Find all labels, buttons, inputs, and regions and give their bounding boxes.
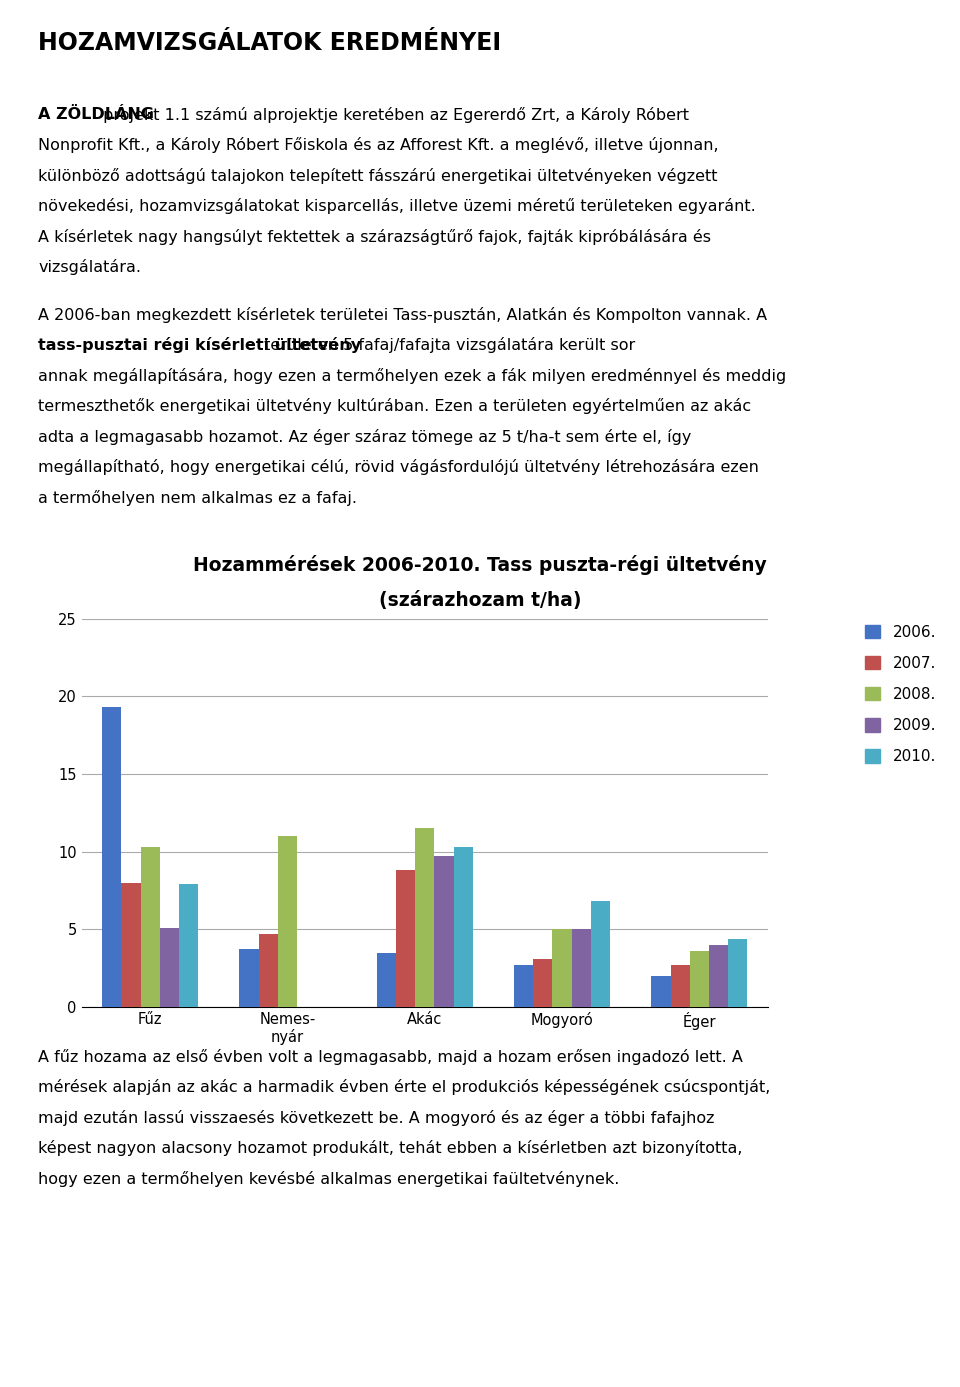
- Bar: [552, 929, 572, 1007]
- Bar: [572, 929, 591, 1007]
- Bar: [709, 945, 729, 1007]
- Text: A 2006-ban megkezdett kísérletek területei Tass-pusztán, Alatkán és Kompolton va: A 2006-ban megkezdett kísérletek terület…: [38, 307, 768, 323]
- Text: tass-pusztai régi kísérleti ültetvény: tass-pusztai régi kísérleti ültetvény: [38, 337, 362, 354]
- Text: a termőhelyen nem alkalmas ez a fafaj.: a termőhelyen nem alkalmas ez a fafaj.: [38, 490, 357, 506]
- Bar: [651, 976, 670, 1007]
- Bar: [435, 856, 454, 1007]
- Text: HOZAMVIZSGÁLATOK EREDMÉNYEI: HOZAMVIZSGÁLATOK EREDMÉNYEI: [38, 31, 501, 54]
- Bar: [533, 958, 552, 1007]
- Text: megállapítható, hogy energetikai célú, rövid vágásfordulójú ültetvény létrehozás: megállapítható, hogy energetikai célú, r…: [38, 459, 759, 476]
- Bar: [180, 885, 199, 1007]
- Bar: [415, 828, 435, 1007]
- Text: képest nagyon alacsony hozamot produkált, tehát ebben a kísérletben azt bizonyít: képest nagyon alacsony hozamot produkált…: [38, 1140, 743, 1157]
- Bar: [121, 882, 140, 1007]
- Text: adta a legmagasabb hozamot. Az éger száraz tömege az 5 t/ha-t sem érte el, így: adta a legmagasabb hozamot. Az éger szár…: [38, 429, 692, 445]
- Bar: [729, 939, 748, 1007]
- Bar: [376, 953, 396, 1007]
- Text: Nonprofit Kft., a Károly Róbert Főiskola és az Afforest Kft. a meglévő, illetve : Nonprofit Kft., a Károly Róbert Főiskola…: [38, 137, 719, 154]
- Bar: [591, 902, 611, 1007]
- Text: A kísérletek nagy hangsúlyt fektettek a szárazságtűrő fajok, fajták kipróbálásár: A kísérletek nagy hangsúlyt fektettek a …: [38, 229, 711, 245]
- Text: annak megállapítására, hogy ezen a termőhelyen ezek a fák milyen eredménnyel és : annak megállapítására, hogy ezen a termő…: [38, 368, 786, 384]
- Text: majd ezután lassú visszaesés következett be. A mogyoró és az éger a többi fafajh: majd ezután lassú visszaesés következett…: [38, 1110, 715, 1126]
- Bar: [160, 928, 180, 1007]
- Bar: [102, 707, 121, 1007]
- Bar: [140, 847, 160, 1007]
- Bar: [454, 847, 473, 1007]
- Bar: [239, 950, 258, 1007]
- Text: (szárazhozam t/ha): (szárazhozam t/ha): [379, 591, 581, 610]
- Text: hogy ezen a termőhelyen kevésbé alkalmas energetikai faültetvénynek.: hogy ezen a termőhelyen kevésbé alkalmas…: [38, 1171, 620, 1187]
- Text: mérések alapján az akác a harmadik évben érte el produkciós képességének csúcspo: mérések alapján az akác a harmadik évben…: [38, 1079, 771, 1096]
- Text: termeszthetők energetikai ültetvény kultúrában. Ezen a területen egyértelműen az: termeszthetők energetikai ültetvény kult…: [38, 398, 752, 415]
- Bar: [396, 870, 415, 1007]
- Bar: [514, 965, 533, 1007]
- Text: területen 5 fafaj/fafajta vizsgálatára került sor: területen 5 fafaj/fafajta vizsgálatára k…: [258, 337, 635, 354]
- Text: A fűz hozama az első évben volt a legmagasabb, majd a hozam erősen ingadozó lett: A fűz hozama az első évben volt a legmag…: [38, 1049, 743, 1065]
- Bar: [258, 933, 277, 1007]
- Text: projekt 1.1 számú alprojektje keretében az Egererdő Zrt, a Károly Róbert: projekt 1.1 számú alprojektje keretében …: [98, 107, 689, 123]
- Bar: [277, 836, 298, 1007]
- Legend: 2006., 2007., 2008., 2009., 2010.: 2006., 2007., 2008., 2009., 2010.: [859, 619, 943, 770]
- Text: vizsgálatára.: vizsgálatára.: [38, 259, 141, 276]
- Text: növekedési, hozamvizsgálatokat kisparcellás, illetve üzemi méretű területeken eg: növekedési, hozamvizsgálatokat kisparcel…: [38, 198, 756, 215]
- Text: A ZÖLDLÁNG: A ZÖLDLÁNG: [38, 107, 155, 122]
- Bar: [670, 965, 689, 1007]
- Bar: [689, 951, 709, 1007]
- Text: különböző adottságú talajokon telepített fásszárú energetikai ültetvényeken végz: különböző adottságú talajokon telepített…: [38, 168, 718, 184]
- Text: Hozammérések 2006-2010. Tass puszta-régi ültetvény: Hozammérések 2006-2010. Tass puszta-régi…: [193, 555, 767, 574]
